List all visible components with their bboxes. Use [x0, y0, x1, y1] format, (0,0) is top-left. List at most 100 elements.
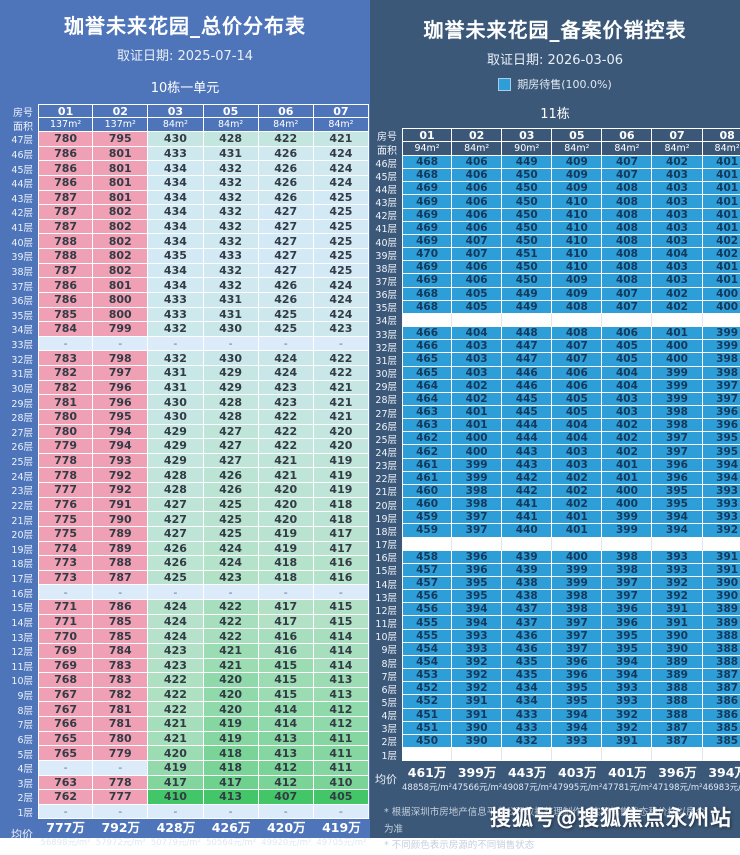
floor-label: 17层 [11, 574, 33, 586]
price-cell: 401 [652, 327, 703, 341]
floor-label: 36层 [11, 296, 33, 308]
price-cell: 799 [93, 322, 149, 337]
price-cell: 433 [148, 292, 204, 308]
right-panel-title: 珈誉未来花园_备案价销控表 [423, 18, 687, 42]
price-cell: 398 [552, 603, 603, 617]
price-cell: 392 [452, 655, 503, 670]
price-cell: 422 [148, 687, 204, 703]
price-cell: 407 [552, 340, 603, 354]
price-cell: 395 [652, 498, 703, 512]
price-cell: 421 [203, 643, 259, 659]
price-cell: 407 [602, 156, 653, 170]
price-cell: 766 [38, 717, 94, 732]
avg-unit-price: 48858元/m² [402, 782, 453, 793]
price-cell: - [38, 585, 94, 600]
price-cell: 399 [702, 327, 740, 341]
price-cell: 420 [203, 687, 259, 703]
price-cell: 437 [502, 616, 553, 630]
area-cell: 84m² [452, 142, 503, 156]
price-cell [552, 748, 603, 762]
floor-label: 39层 [11, 252, 33, 264]
price-cell: - [258, 804, 314, 820]
price-cell: - [148, 804, 204, 820]
avg-total: 401万 [608, 764, 647, 780]
price-cell: 469 [402, 234, 453, 249]
price-cell: 396 [702, 419, 740, 433]
price-cell: 460 [402, 484, 453, 499]
price-cell: 792 [93, 468, 149, 483]
price-cell: 429 [148, 439, 204, 454]
floor-label: 35层 [11, 310, 33, 322]
price-cell: 393 [702, 484, 740, 499]
column-header: 05 [552, 128, 603, 142]
price-cell: 391 [702, 563, 740, 577]
price-cell: 402 [552, 484, 603, 499]
price-cell [552, 537, 603, 551]
price-cell: 412 [313, 702, 369, 717]
price-cell: 469 [402, 195, 453, 209]
price-cell: 401 [702, 182, 740, 196]
price-cell: 457 [402, 577, 453, 591]
floor-label: 18层 [375, 526, 397, 538]
price-cell: 400 [452, 432, 503, 446]
price-cell: 411 [313, 760, 369, 776]
price-cell: 400 [452, 445, 503, 459]
price-cell: 449 [502, 156, 553, 170]
price-cell: 402 [552, 498, 603, 512]
price-cell: - [38, 804, 94, 820]
price-cell: 445 [502, 405, 553, 420]
price-cell: 401 [702, 221, 740, 235]
price-cell: 402 [452, 392, 503, 406]
price-cell: 421 [148, 731, 204, 747]
price-cell: 781 [93, 702, 149, 717]
floor-label: 11层 [11, 661, 33, 673]
price-cell: 426 [258, 278, 314, 293]
price-cell: 406 [552, 366, 603, 380]
price-cell: 387 [652, 721, 703, 735]
price-cell: 398 [652, 419, 703, 433]
price-cell: 767 [38, 687, 94, 703]
avg-cell: 394万 46983元/m² [703, 761, 740, 797]
price-cell: 451 [502, 248, 553, 262]
price-cell [702, 537, 740, 551]
price-cell: 425 [258, 322, 314, 337]
price-cell: 765 [38, 731, 94, 747]
price-cell: 402 [602, 432, 653, 446]
price-cell: 787 [38, 219, 94, 235]
price-cell: 413 [203, 790, 259, 805]
price-cell: 800 [93, 292, 149, 308]
price-cell: 461 [402, 458, 453, 472]
price-cell: 409 [552, 156, 603, 170]
price-cell: 428 [203, 409, 259, 425]
price-cell: 401 [452, 419, 503, 433]
price-cell: 408 [602, 261, 653, 275]
price-cell: 385 [702, 721, 740, 735]
floor-label: 31层 [375, 355, 397, 367]
avg-label: 均价 [11, 828, 33, 842]
price-cell: 433 [502, 721, 553, 735]
floor-label: 45层 [11, 164, 33, 176]
price-cell: - [313, 804, 369, 820]
price-cell: 770 [38, 629, 94, 644]
price-cell: 400 [652, 340, 703, 354]
price-cell: 801 [93, 190, 149, 206]
price-cell: 402 [602, 419, 653, 433]
price-cell: 793 [93, 453, 149, 469]
price-cell: 392 [702, 524, 740, 538]
price-cell: 443 [502, 445, 553, 459]
price-cell: 388 [702, 629, 740, 643]
price-cell: 422 [203, 600, 259, 615]
price-cell: 432 [148, 322, 204, 337]
price-cell: 397 [602, 577, 653, 591]
price-cell: 427 [258, 205, 314, 220]
price-cell: 408 [602, 234, 653, 249]
record-price-table: 房号 01 02 03 05 06 07 08 面积 94m² 84m² 90m² 84m² 84m² 84… [375, 128, 740, 797]
floor-label: 22层 [375, 474, 397, 486]
price-cell: 386 [702, 708, 740, 722]
price-cell: - [38, 336, 94, 352]
column-header: 07 [313, 104, 369, 118]
price-cell: 469 [402, 208, 453, 222]
price-cell: 406 [452, 274, 503, 288]
price-cell: 409 [552, 287, 603, 301]
price-cell: 424 [258, 351, 314, 366]
